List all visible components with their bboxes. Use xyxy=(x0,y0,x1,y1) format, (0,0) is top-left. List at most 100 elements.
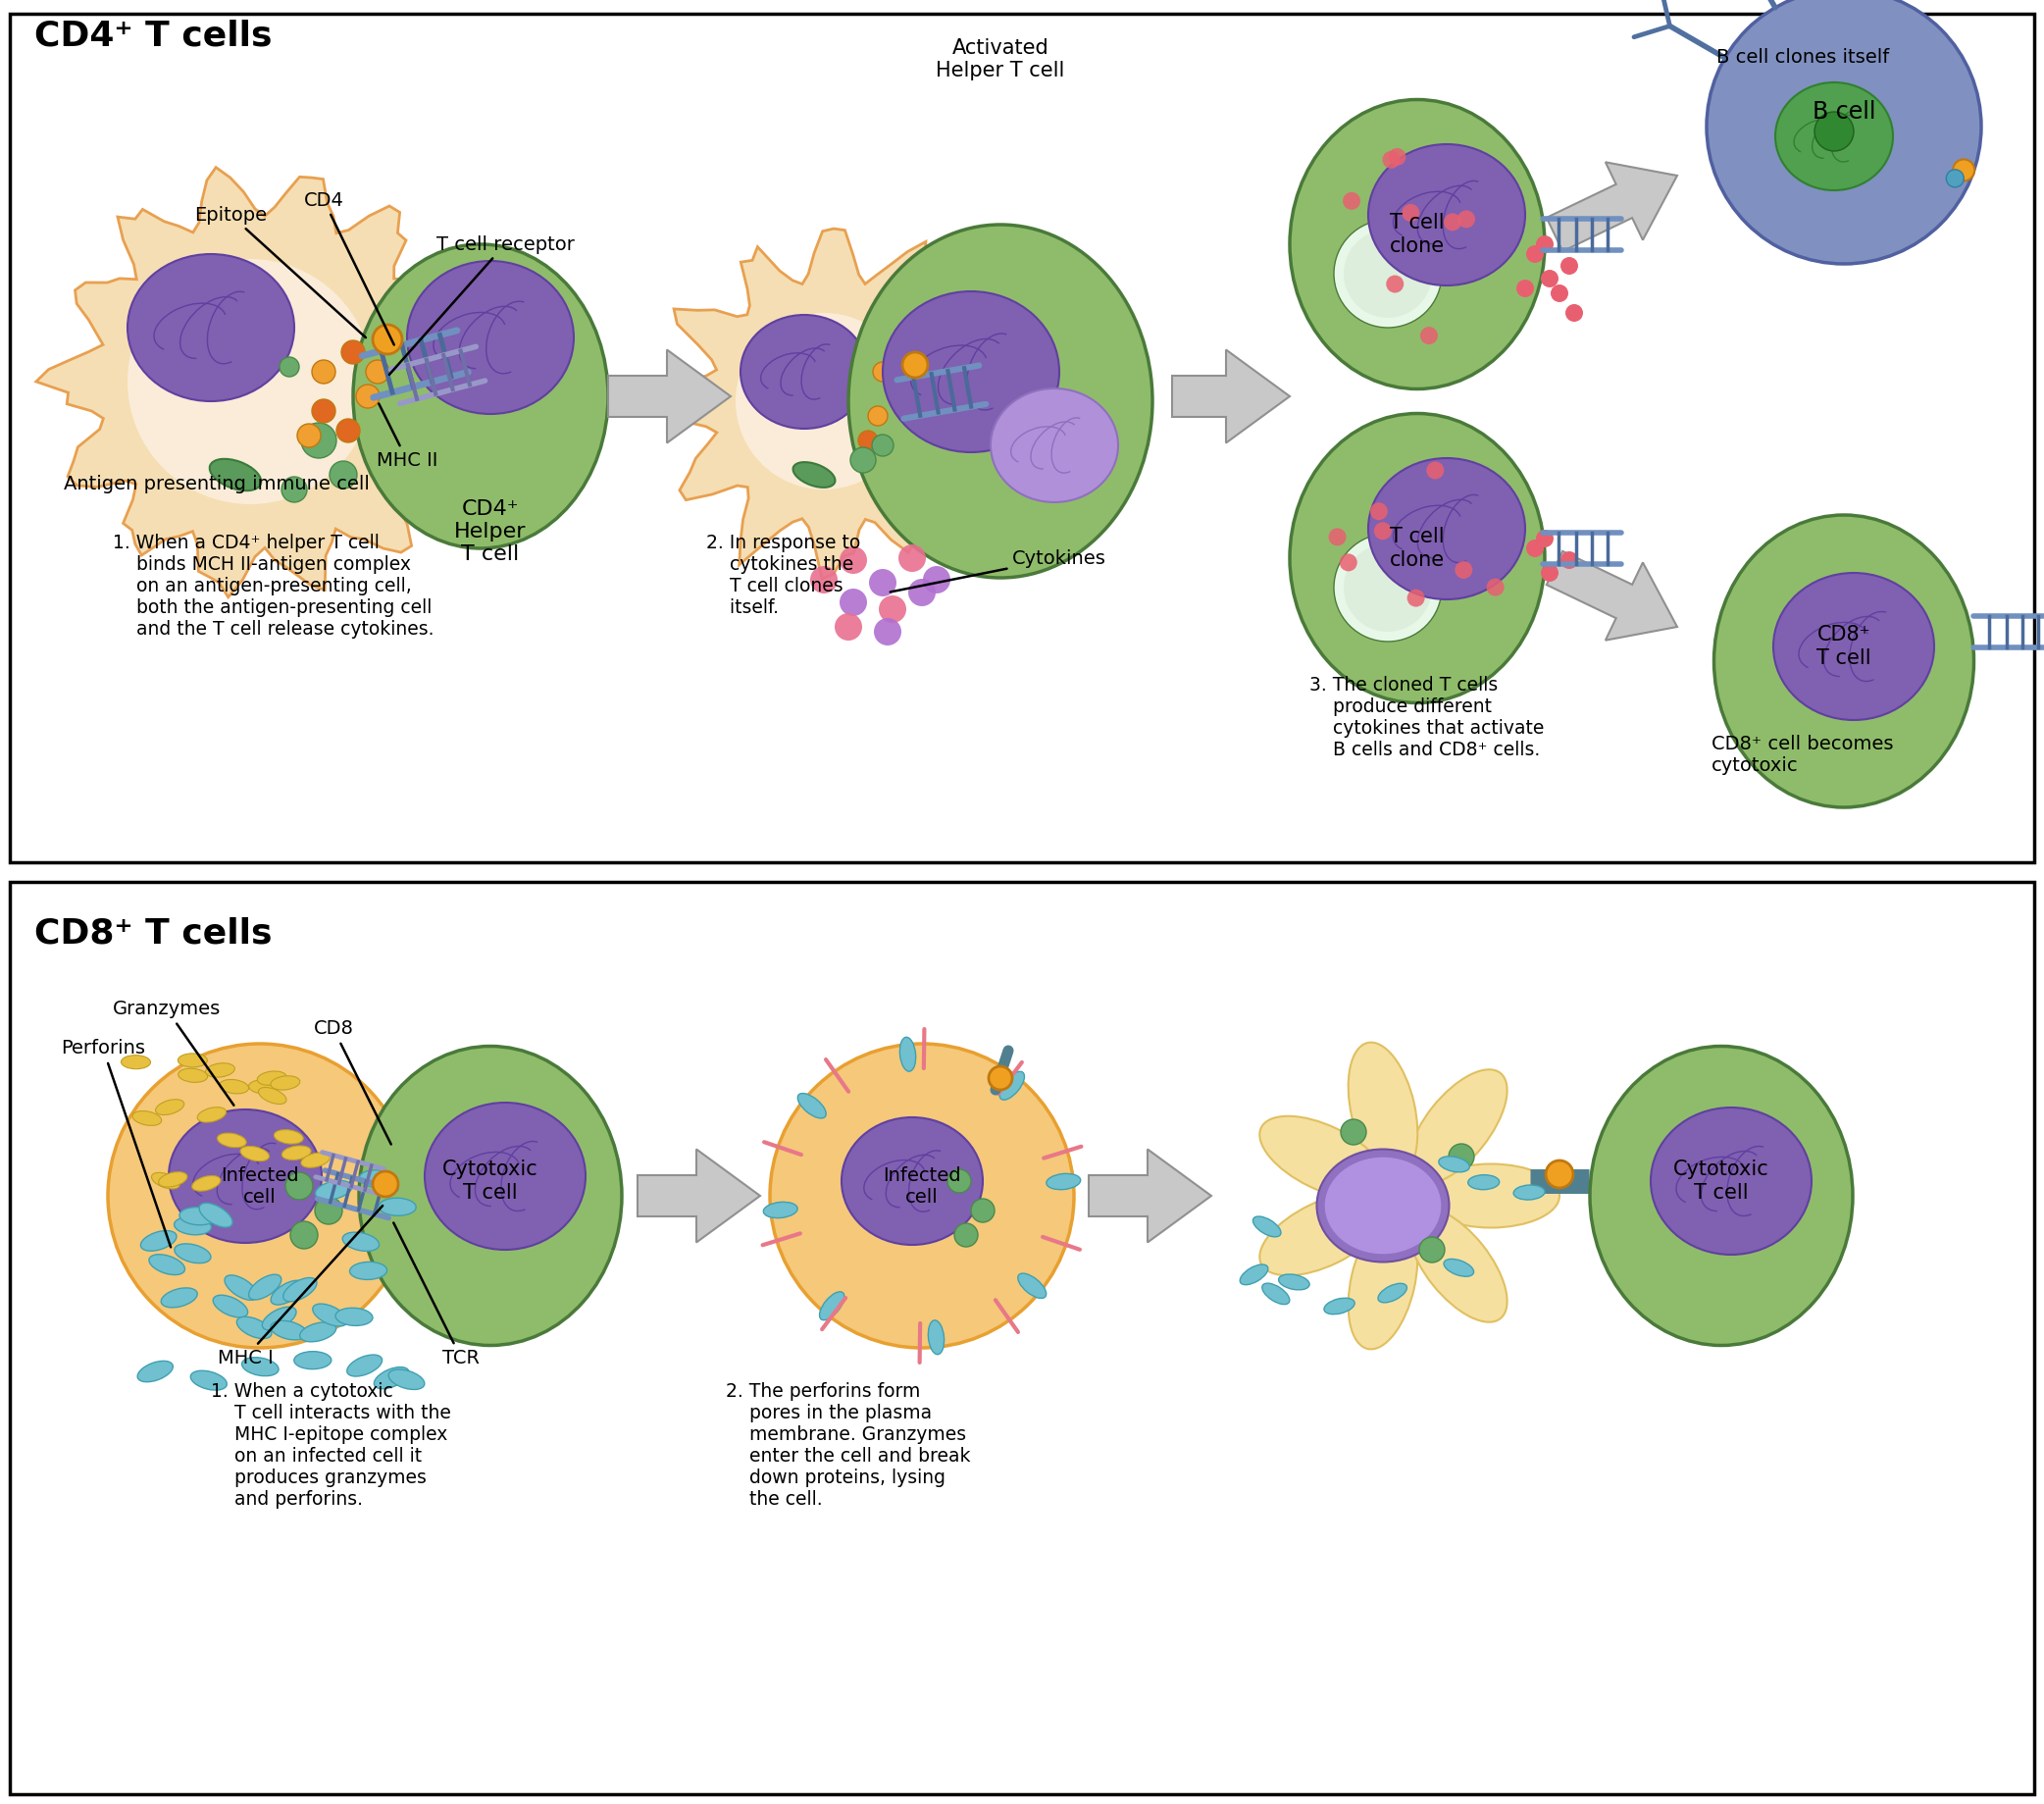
Circle shape xyxy=(341,341,366,364)
Circle shape xyxy=(1443,213,1461,231)
Text: 2. In response to
    cytokines the
    T cell clones
    itself.: 2. In response to cytokines the T cell c… xyxy=(705,534,861,617)
Ellipse shape xyxy=(1408,1070,1506,1183)
Circle shape xyxy=(1427,462,1443,480)
Circle shape xyxy=(948,1169,971,1192)
Ellipse shape xyxy=(300,1322,335,1342)
FancyArrow shape xyxy=(638,1149,760,1243)
Circle shape xyxy=(879,595,905,622)
FancyArrow shape xyxy=(1089,1149,1212,1243)
Circle shape xyxy=(1457,211,1476,227)
Ellipse shape xyxy=(149,1254,184,1275)
Ellipse shape xyxy=(347,1355,382,1376)
Ellipse shape xyxy=(1325,1299,1355,1315)
Circle shape xyxy=(1541,271,1558,287)
Text: CD4⁺ T cells: CD4⁺ T cells xyxy=(35,18,272,52)
Circle shape xyxy=(372,1171,399,1196)
Ellipse shape xyxy=(211,458,262,491)
Circle shape xyxy=(1560,552,1578,568)
Text: B cell clones itself: B cell clones itself xyxy=(1717,49,1889,67)
Text: Cytotoxic
T cell: Cytotoxic T cell xyxy=(442,1160,538,1201)
Ellipse shape xyxy=(360,1171,397,1189)
Ellipse shape xyxy=(762,1201,797,1218)
Ellipse shape xyxy=(137,1360,174,1382)
Ellipse shape xyxy=(820,1292,844,1321)
Text: Infected
cell: Infected cell xyxy=(221,1165,298,1207)
Text: CD8⁺
T cell: CD8⁺ T cell xyxy=(1817,626,1870,667)
Circle shape xyxy=(290,1221,317,1248)
Circle shape xyxy=(989,1066,1012,1090)
Ellipse shape xyxy=(1715,514,1975,808)
Text: Cytokines: Cytokines xyxy=(891,548,1106,592)
Circle shape xyxy=(908,579,936,606)
Ellipse shape xyxy=(241,1146,270,1162)
Ellipse shape xyxy=(425,1102,585,1250)
Circle shape xyxy=(1341,1118,1365,1146)
Circle shape xyxy=(936,328,1044,435)
Ellipse shape xyxy=(1513,1185,1545,1200)
Ellipse shape xyxy=(198,1203,233,1227)
Text: 1. When a cytotoxic
    T cell interacts with the
    MHC I-epitope complex
    : 1. When a cytotoxic T cell interacts wit… xyxy=(211,1382,452,1508)
Circle shape xyxy=(1343,191,1361,209)
Circle shape xyxy=(337,419,360,442)
Ellipse shape xyxy=(315,1180,352,1200)
Ellipse shape xyxy=(294,1351,331,1369)
Circle shape xyxy=(366,361,388,384)
Circle shape xyxy=(1369,503,1388,520)
Circle shape xyxy=(1517,280,1533,298)
Circle shape xyxy=(1335,220,1441,328)
Ellipse shape xyxy=(1349,1043,1419,1176)
Ellipse shape xyxy=(1408,1207,1506,1322)
Ellipse shape xyxy=(213,1295,247,1317)
Ellipse shape xyxy=(374,1367,409,1389)
Circle shape xyxy=(1535,236,1553,253)
Circle shape xyxy=(869,568,897,597)
Ellipse shape xyxy=(740,316,869,429)
Text: MHC I: MHC I xyxy=(217,1205,382,1367)
Ellipse shape xyxy=(388,1369,425,1389)
Circle shape xyxy=(955,1223,977,1247)
Ellipse shape xyxy=(1290,413,1545,704)
Circle shape xyxy=(1449,1144,1474,1169)
Text: CD8⁺ cell becomes
cytotoxic: CD8⁺ cell becomes cytotoxic xyxy=(1711,734,1893,776)
Ellipse shape xyxy=(282,1146,311,1160)
Circle shape xyxy=(1374,521,1392,539)
Circle shape xyxy=(1946,170,1964,188)
Circle shape xyxy=(899,545,926,572)
Text: B cell: B cell xyxy=(1813,99,1876,124)
Ellipse shape xyxy=(883,292,1059,453)
Ellipse shape xyxy=(180,1207,217,1225)
Text: Antigen presenting immune cell: Antigen presenting immune cell xyxy=(63,474,370,494)
Ellipse shape xyxy=(161,1288,198,1308)
Ellipse shape xyxy=(155,1099,184,1115)
Ellipse shape xyxy=(249,1081,278,1093)
Circle shape xyxy=(834,613,863,640)
Circle shape xyxy=(1455,561,1472,579)
Circle shape xyxy=(329,462,358,489)
Circle shape xyxy=(1382,152,1400,168)
Circle shape xyxy=(1339,554,1357,572)
Ellipse shape xyxy=(151,1173,180,1189)
Circle shape xyxy=(1402,204,1419,222)
Circle shape xyxy=(858,431,877,451)
Ellipse shape xyxy=(219,1079,249,1093)
Ellipse shape xyxy=(284,1277,317,1301)
Circle shape xyxy=(924,566,950,594)
Circle shape xyxy=(901,352,928,377)
Ellipse shape xyxy=(241,1357,278,1376)
Ellipse shape xyxy=(842,1117,983,1245)
Ellipse shape xyxy=(1349,1214,1419,1349)
Circle shape xyxy=(1421,327,1437,345)
Ellipse shape xyxy=(249,1274,282,1299)
Text: Granzymes: Granzymes xyxy=(112,999,233,1106)
Circle shape xyxy=(313,361,335,384)
Circle shape xyxy=(315,1196,341,1225)
Text: CD4: CD4 xyxy=(305,191,394,345)
FancyArrow shape xyxy=(609,350,730,444)
Polygon shape xyxy=(37,168,480,597)
Ellipse shape xyxy=(1439,1156,1470,1173)
Ellipse shape xyxy=(270,1075,300,1090)
Ellipse shape xyxy=(178,1054,206,1068)
Ellipse shape xyxy=(797,1093,826,1118)
Circle shape xyxy=(1952,159,1975,180)
Ellipse shape xyxy=(1259,1117,1386,1200)
